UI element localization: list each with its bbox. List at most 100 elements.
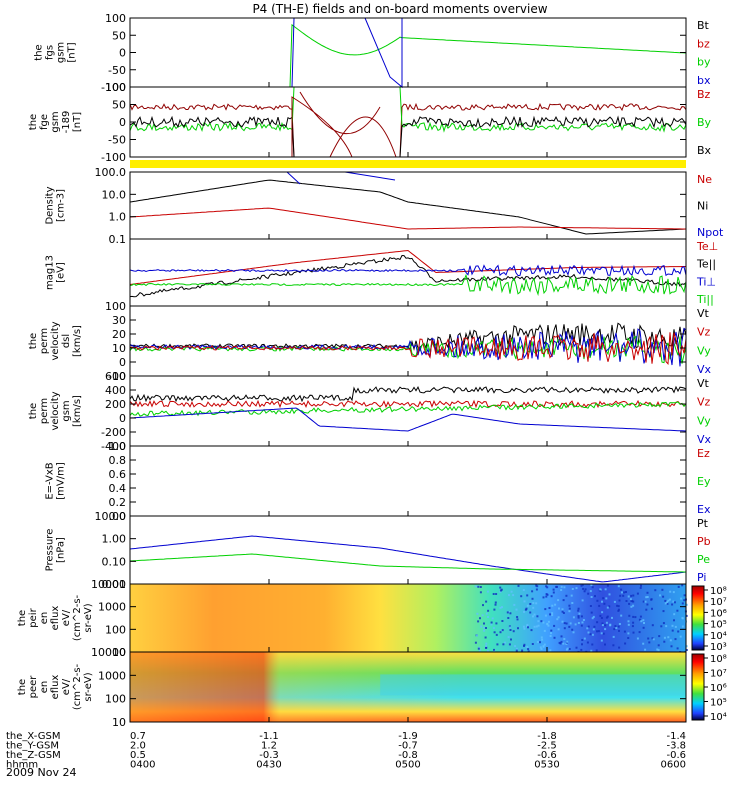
- colorbar-tick-label: 10⁷: [710, 597, 727, 608]
- series-ne: [129, 207, 686, 230]
- y-tick-label: 10: [112, 342, 126, 355]
- legend-entry-Bt: Bt: [697, 19, 710, 32]
- legend-entry-Ne: Ne: [697, 173, 712, 186]
- series-by: [130, 23, 687, 88]
- colorbar-tick-label: 10⁴: [710, 712, 727, 723]
- y-axis-label: fge: [39, 114, 50, 130]
- y-axis-label: gsm: [56, 42, 67, 63]
- legend-entry-Pt: Pt: [697, 517, 709, 530]
- y-tick-label: 0.0: [109, 510, 127, 523]
- ephemeris-value: -1.4: [666, 731, 686, 742]
- y-tick-label: 10000: [91, 646, 126, 659]
- y-axis-label: (cm^2-s-: [72, 594, 83, 641]
- y-tick-label: 1000: [98, 669, 126, 682]
- y-axis-label: Pressure: [45, 529, 56, 572]
- y-tick-label: 1.00: [102, 533, 127, 546]
- ephemeris-value: 0500: [395, 760, 420, 771]
- legend-entry-Ey: Ey: [697, 475, 711, 488]
- ephemeris-value: -0.7: [398, 741, 418, 752]
- y-axis-label: the: [17, 610, 28, 626]
- y-axis-label: the: [28, 333, 39, 349]
- ephemeris-value: -0.6: [666, 750, 686, 761]
- y-axis-label: eflux: [50, 606, 61, 631]
- legend-entry-Ti⊥: Ti⊥: [696, 275, 716, 288]
- y-axis-label: gsm: [50, 111, 61, 132]
- ephemeris-value: 0430: [256, 760, 281, 771]
- y-tick-label: 100: [105, 81, 126, 94]
- legend-entry-Pi: Pi: [697, 571, 706, 584]
- y-axis-label: the: [28, 403, 39, 419]
- y-tick-label: 600: [105, 370, 126, 383]
- colorbar-tick-label: 10⁸: [710, 654, 727, 665]
- series-vz: [129, 399, 687, 409]
- panel-frame: [129, 375, 687, 447]
- legend-entry-Te||: Te||: [696, 258, 716, 271]
- panel-pressure: 10.00 1.00 0.10 0.01 Pressure [nPa] Pt Pb Pe Pi: [45, 510, 711, 591]
- panel-frame: [129, 238, 687, 307]
- series-vx: [129, 407, 687, 432]
- y-axis-label: [km/s]: [72, 325, 83, 357]
- y-tick-label: 10: [112, 646, 126, 659]
- y-axis-label: [nT]: [72, 112, 83, 132]
- series-vz: [129, 332, 687, 366]
- legend-entry-Npot: Npot: [697, 226, 724, 239]
- y-axis-label: E=-VxB: [45, 462, 56, 499]
- ephemeris-value: 2.0: [130, 741, 146, 752]
- series-ni: [129, 179, 687, 235]
- y-tick-label: 100: [105, 12, 126, 25]
- y-tick-label: 10.00: [95, 510, 127, 523]
- ephemeris-label: the_Y-GSM: [6, 741, 59, 752]
- legend-entry-Ez: Ez: [697, 447, 710, 460]
- y-axis-label: fgs: [45, 45, 56, 60]
- ephemeris-value: -0.3: [259, 750, 279, 761]
- ephemeris-value: 1.2: [261, 741, 277, 752]
- y-tick-label: 400: [105, 384, 126, 397]
- legend-entry-bz: bz: [697, 37, 710, 50]
- y-axis-label: [cm-3]: [56, 189, 67, 222]
- colorbar-peer: 10⁸ 10⁷ 10⁶ 10⁵ 10⁴: [691, 653, 727, 723]
- ephemeris-label: the_Z-GSM: [6, 750, 61, 761]
- y-axis-label: the: [34, 44, 45, 60]
- y-tick-label: 200: [105, 398, 126, 411]
- y-tick-label: 100: [105, 693, 126, 706]
- y-axis-label: peir: [28, 607, 39, 627]
- y-axis-label: eflux: [50, 675, 61, 700]
- y-axis-label: [nT]: [67, 42, 78, 62]
- panel-frame: [129, 86, 687, 158]
- y-tick-label: 50: [112, 29, 126, 42]
- y-axis-label: perm: [39, 398, 50, 424]
- y-axis-label: perm: [39, 328, 50, 354]
- y-tick-label: 1.0: [109, 440, 127, 453]
- series-vy: [129, 401, 687, 417]
- y-axis-label: the: [17, 679, 28, 695]
- y-tick-label: 0.10: [102, 555, 127, 568]
- ephemeris-value: -1.1: [259, 731, 279, 742]
- y-tick-label: 10000: [91, 578, 126, 591]
- colorbar-tick-label: 10⁵: [710, 620, 727, 631]
- legend-entry-Bz: Bz: [697, 88, 711, 101]
- y-tick-label: -50: [108, 64, 126, 77]
- ephemeris-value: 0400: [130, 760, 155, 771]
- y-axis-label: [km/s]: [72, 395, 83, 427]
- y-axis-label: eV/: [61, 609, 72, 626]
- y-tick-label: 1000: [98, 601, 126, 614]
- series-bx: [129, 115, 687, 158]
- y-tick-label: 10.0: [102, 188, 127, 201]
- y-tick-label: 0.2: [109, 496, 127, 509]
- y-axis-label: [nPa]: [56, 537, 67, 563]
- series-ti-par: [129, 273, 687, 297]
- ephemeris-label: hhmm: [6, 760, 38, 771]
- legend-entry-Vx: Vx: [697, 363, 712, 376]
- ephemeris-value: 0.7: [130, 731, 146, 742]
- y-axis-label: -189: [61, 111, 72, 134]
- y-axis-label: [mV/m]: [56, 462, 67, 500]
- y-tick-label: 0.1: [109, 233, 127, 246]
- y-tick-label: 30: [112, 314, 126, 327]
- y-tick-label: 0: [119, 356, 126, 369]
- ephemeris-value: -0.8: [398, 750, 418, 761]
- colorbar-tick-label: 10³: [710, 642, 727, 653]
- y-tick-label: -50: [108, 134, 126, 147]
- y-axis-label: sr-eV): [83, 672, 94, 701]
- y-axis-label: sr-eV): [83, 603, 94, 632]
